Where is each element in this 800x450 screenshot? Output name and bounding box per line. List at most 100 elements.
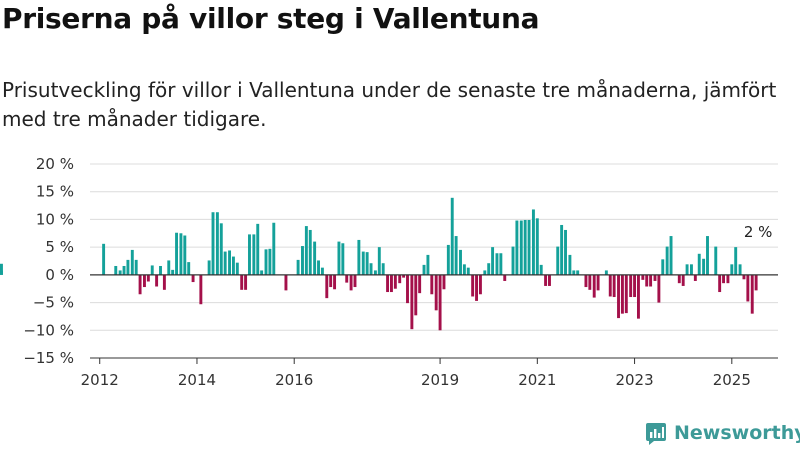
bar [624, 274, 628, 314]
y-tick-label: 20 % [36, 155, 74, 173]
y-tick-label: 5 % [45, 238, 74, 256]
bar [414, 274, 418, 316]
bar [730, 264, 734, 275]
bar [304, 226, 308, 275]
bar [179, 233, 183, 275]
x-tick-label: 2023 [615, 371, 653, 389]
bar [669, 236, 673, 275]
bar [450, 197, 454, 275]
bar [560, 224, 564, 275]
bar [454, 236, 458, 275]
bar [320, 267, 324, 275]
bar [754, 274, 758, 291]
bar [365, 252, 369, 275]
bar [604, 270, 608, 275]
y-tick-label: −5 % [33, 294, 74, 312]
bar [418, 274, 422, 294]
bar [191, 274, 195, 283]
bar [499, 253, 503, 275]
bar [410, 274, 414, 330]
bar [726, 274, 730, 284]
bar [361, 251, 365, 275]
bar [572, 270, 576, 275]
bar [588, 274, 592, 290]
bar [134, 259, 138, 275]
bar [633, 274, 637, 298]
bar [539, 264, 543, 275]
bar [478, 274, 482, 295]
bar [596, 274, 600, 291]
bar [568, 254, 572, 275]
bar [325, 274, 329, 299]
bar [503, 274, 507, 281]
bar [702, 258, 706, 275]
y-axis-labels: −15 % −10 % −5 % 0 % 5 % 10 % 15 % 20 % [23, 155, 74, 367]
bar [685, 264, 689, 275]
bar [393, 274, 397, 289]
bar [636, 274, 640, 319]
bar [406, 274, 409, 304]
bar [531, 209, 535, 275]
bar [556, 246, 560, 275]
bar [167, 260, 171, 275]
bar [146, 274, 150, 282]
x-axis-labels: 2012 2014 2016 2019 2021 2023 2025 [81, 358, 751, 389]
bar [487, 263, 491, 275]
bar [519, 220, 523, 275]
y-gridlines [90, 163, 778, 359]
bar [495, 253, 499, 275]
bar [689, 264, 693, 275]
bar [386, 274, 390, 293]
bar [434, 274, 438, 311]
latest-value-annotation: 2 % [744, 223, 773, 241]
bar [446, 244, 450, 275]
bar [150, 265, 154, 275]
bar [268, 248, 272, 275]
bar [357, 239, 361, 275]
bar [746, 274, 750, 302]
bar [284, 274, 288, 291]
y-tick-label: 0 % [45, 266, 74, 284]
bar [317, 260, 320, 275]
bar [377, 247, 381, 275]
bar [296, 259, 300, 275]
bar [122, 265, 126, 275]
bar [661, 259, 665, 275]
bar [608, 274, 612, 297]
bar [665, 246, 669, 275]
bar [329, 274, 333, 288]
bar [353, 274, 357, 288]
bar [349, 274, 353, 291]
bar [402, 274, 406, 278]
bar [199, 274, 203, 305]
bar [649, 274, 653, 287]
y-tick-label: 15 % [36, 183, 74, 201]
bar [244, 274, 248, 290]
bar [231, 256, 235, 275]
bar [130, 249, 134, 275]
bar [438, 274, 442, 331]
bar [162, 274, 166, 290]
bar [142, 274, 146, 288]
page-title: Priserna på villor steg i Vallentuna [2, 2, 540, 35]
x-tick-label: 2021 [518, 371, 556, 389]
bar [629, 274, 633, 298]
x-tick-label: 2014 [178, 371, 216, 389]
bar [0, 263, 3, 275]
bar [430, 274, 434, 295]
bar [381, 263, 385, 275]
y-tick-label: −15 % [23, 349, 74, 367]
y-tick-label: 10 % [36, 210, 74, 228]
bar [398, 274, 402, 284]
bar [207, 260, 211, 275]
bar [523, 219, 527, 275]
bar [742, 274, 746, 280]
bar [722, 274, 726, 284]
x-tick-label: 2016 [275, 371, 313, 389]
bars [0, 197, 758, 331]
bar [734, 247, 738, 275]
newsworthy-logo-text: Newsworthy [674, 422, 800, 444]
bar [422, 264, 426, 275]
bar [515, 220, 519, 275]
